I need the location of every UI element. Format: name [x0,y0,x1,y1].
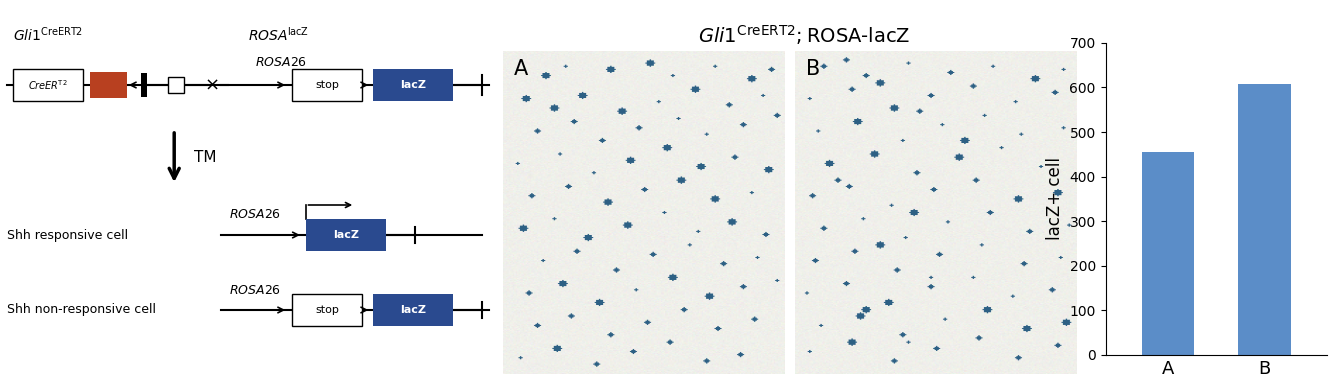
Text: $\it{CreER}$$^{\rm{T2}}$: $\it{CreER}$$^{\rm{T2}}$ [28,78,68,92]
Bar [373,69,453,101]
Text: lacZ: lacZ [399,305,426,315]
Bar [13,69,83,101]
Text: $\it{Gli1}$$^{\rm{CreERT2}}$$\rm{;ROSA\text{-}lacZ}$: $\it{Gli1}$$^{\rm{CreERT2}}$$\rm{;ROSA\t… [698,23,910,47]
Text: lacZ: lacZ [332,230,359,240]
Text: B: B [805,59,820,79]
Text: $\it{ROSA26}$: $\it{ROSA26}$ [229,209,280,222]
Text: stop: stop [315,80,339,90]
Bar [306,219,386,251]
Text: $\it{ROSA}$$^{\rm{lacZ}}$: $\it{ROSA}$$^{\rm{lacZ}}$ [248,26,310,44]
Text: $\it{ROSA26}$: $\it{ROSA26}$ [256,57,307,69]
Bar [292,294,362,326]
Bar [1142,152,1194,355]
Bar [90,72,127,98]
Text: Shh non-responsive cell: Shh non-responsive cell [7,303,155,317]
Text: TM: TM [194,151,217,165]
Bar [292,69,362,101]
Text: A: A [513,59,528,79]
Text: stop: stop [315,305,339,315]
Text: $\it{ROSA26}$: $\it{ROSA26}$ [229,284,280,296]
Text: Shh responsive cell: Shh responsive cell [7,229,127,241]
Text: $\it{Gli1}$$^{\rm{CreERT2}}$: $\it{Gli1}$$^{\rm{CreERT2}}$ [13,26,83,44]
Bar [373,294,453,326]
Bar [1238,84,1290,355]
Text: $\times$: $\times$ [205,76,218,94]
Bar [168,77,184,93]
Bar [141,73,147,97]
Y-axis label: lacZ+ cell: lacZ+ cell [1045,158,1064,240]
Text: lacZ: lacZ [399,80,426,90]
